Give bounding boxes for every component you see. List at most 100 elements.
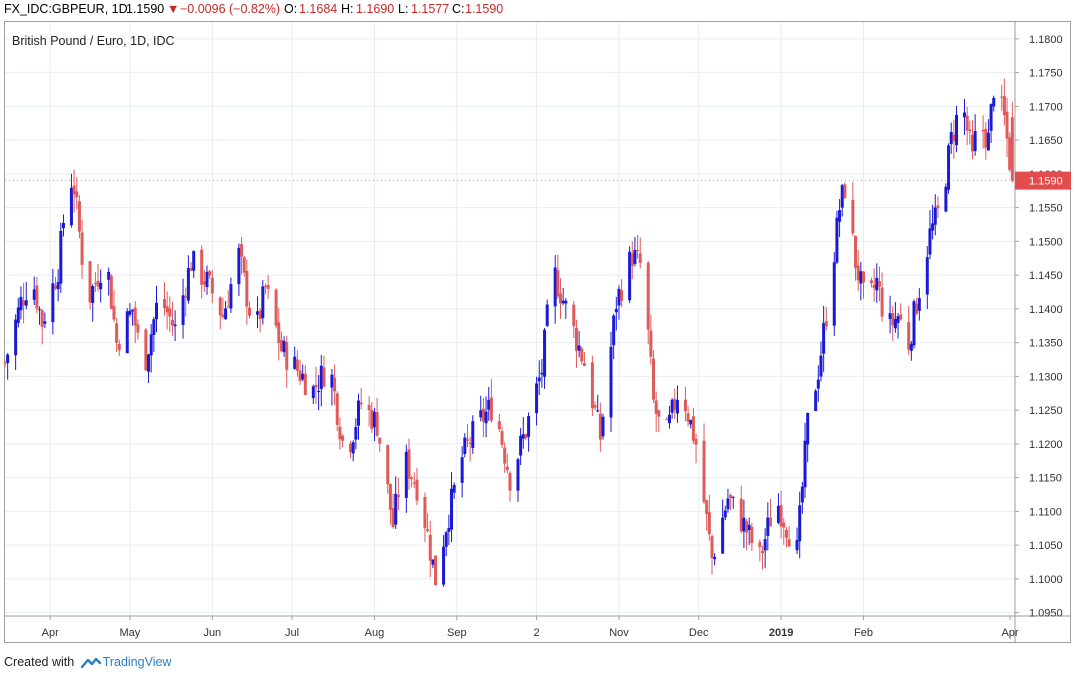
candle-body bbox=[503, 447, 507, 464]
y-tick-label: 1.1300 bbox=[1029, 371, 1063, 383]
y-tick-label: 1.1200 bbox=[1029, 439, 1063, 451]
x-tick-label: Dec bbox=[689, 627, 709, 639]
candle-body bbox=[428, 534, 432, 561]
candle-body bbox=[1008, 137, 1012, 170]
candle-body bbox=[32, 289, 36, 300]
candle-body bbox=[349, 443, 353, 453]
y-tick-label: 1.1650 bbox=[1029, 135, 1063, 147]
candle-body bbox=[208, 271, 212, 276]
candle-body bbox=[702, 440, 706, 502]
chart-frame[interactable] bbox=[4, 21, 1071, 643]
candle-body bbox=[936, 205, 940, 209]
candle-body bbox=[394, 493, 398, 525]
candle-body bbox=[856, 265, 860, 281]
candle-body bbox=[181, 295, 185, 325]
candle-body bbox=[497, 421, 501, 430]
candle-body bbox=[162, 299, 166, 308]
candle-body bbox=[750, 526, 754, 543]
candle-body bbox=[572, 304, 576, 327]
candle-body bbox=[912, 301, 916, 346]
candle-body bbox=[519, 435, 523, 456]
candle-body bbox=[795, 540, 799, 551]
tradingview-brand[interactable]: TradingView bbox=[102, 655, 172, 669]
candle-body bbox=[986, 132, 990, 151]
candle-body bbox=[131, 309, 135, 312]
candle-body bbox=[590, 362, 594, 409]
candle-body bbox=[173, 324, 177, 327]
x-tick-label: Jul bbox=[285, 627, 299, 639]
last-price-value: 1.1590 bbox=[126, 2, 165, 16]
candle-body bbox=[69, 187, 73, 226]
candle-body bbox=[665, 419, 669, 421]
candle-body bbox=[444, 532, 448, 547]
x-tick-label: May bbox=[120, 627, 141, 639]
candle-body bbox=[854, 235, 858, 268]
candle-body bbox=[112, 306, 116, 320]
candle-body bbox=[431, 559, 435, 565]
candle-body bbox=[899, 314, 903, 320]
candle-body bbox=[88, 261, 92, 303]
candle-body bbox=[24, 300, 28, 306]
candle-body bbox=[237, 247, 241, 285]
close-label: C: bbox=[452, 2, 465, 16]
candle-body bbox=[388, 483, 392, 510]
candle-body bbox=[279, 340, 283, 351]
candle-body bbox=[877, 281, 881, 287]
candle-body bbox=[636, 249, 640, 251]
candle-body bbox=[925, 257, 929, 295]
candle-body bbox=[561, 300, 565, 304]
y-tick-label: 1.1800 bbox=[1029, 34, 1063, 46]
candle-body bbox=[564, 300, 568, 304]
candle-body bbox=[638, 253, 642, 263]
price-chart[interactable]: 1.0950 1.1000 1.1050 1.1100 1.1150 1.1200 1.12… bbox=[0, 0, 1076, 650]
candle-body bbox=[224, 308, 228, 320]
candle-body bbox=[537, 377, 541, 382]
footer: Created with TradingView bbox=[4, 655, 171, 669]
candle-body bbox=[949, 131, 953, 145]
candle-body bbox=[354, 427, 358, 440]
candle-body bbox=[556, 269, 560, 297]
candle-body bbox=[859, 271, 863, 284]
candle-body bbox=[896, 316, 900, 323]
candle-body bbox=[229, 284, 233, 309]
candle-body bbox=[657, 410, 661, 417]
created-with-label: Created with bbox=[4, 655, 75, 669]
candle-body bbox=[928, 228, 932, 255]
candle-body bbox=[322, 367, 326, 387]
candle-body bbox=[601, 416, 605, 437]
candle-body bbox=[155, 302, 158, 320]
candle-body bbox=[675, 399, 679, 414]
candle-body bbox=[981, 129, 985, 132]
candle-body bbox=[396, 494, 400, 498]
candle-body bbox=[745, 521, 749, 533]
candle-body bbox=[242, 257, 246, 273]
symbol-label[interactable]: FX_IDC:GBPEUR, 1D bbox=[4, 2, 128, 16]
candle-body bbox=[739, 498, 743, 532]
candle-body bbox=[963, 112, 966, 118]
candle-body bbox=[840, 185, 844, 208]
candle-body bbox=[200, 249, 204, 285]
candle-body bbox=[598, 413, 602, 440]
candle-body bbox=[330, 374, 334, 388]
candle-body bbox=[338, 426, 342, 440]
candle-body bbox=[468, 442, 472, 444]
candle-body bbox=[479, 410, 483, 418]
candle-body bbox=[947, 145, 951, 190]
candle-body bbox=[487, 399, 491, 410]
candle-body bbox=[633, 249, 637, 264]
y-tick-label: 1.1700 bbox=[1029, 101, 1063, 113]
candle-body bbox=[559, 293, 562, 304]
candle-body bbox=[508, 472, 512, 491]
candle-body bbox=[909, 343, 913, 351]
candle-body bbox=[609, 346, 613, 418]
candle-body bbox=[77, 201, 81, 232]
candle-body bbox=[880, 287, 884, 317]
candle-body bbox=[694, 438, 698, 445]
candle-body bbox=[516, 459, 520, 491]
candle-body bbox=[705, 500, 709, 514]
candle-body bbox=[341, 435, 345, 441]
candle-body bbox=[620, 290, 624, 301]
candle-body bbox=[277, 322, 281, 343]
y-tick-label: 1.1000 bbox=[1029, 574, 1063, 586]
candle-body bbox=[333, 377, 337, 392]
